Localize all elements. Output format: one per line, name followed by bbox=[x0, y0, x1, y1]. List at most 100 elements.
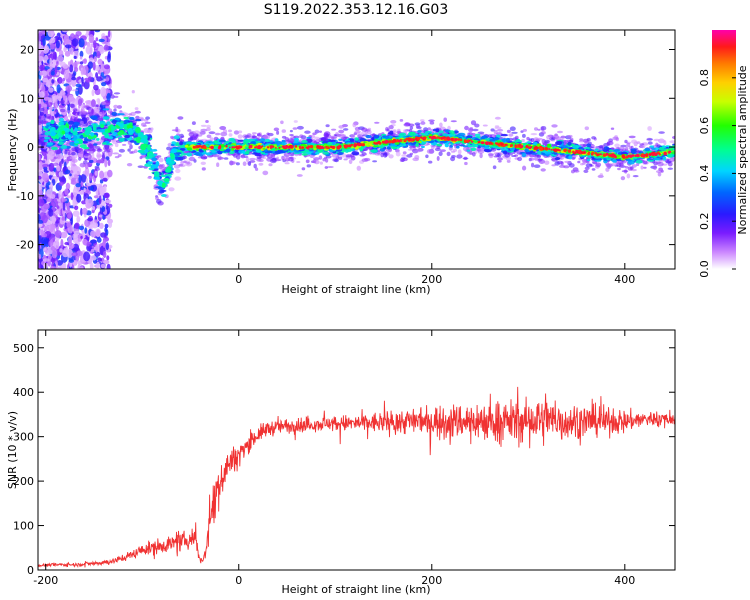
spectral-blob bbox=[68, 113, 72, 118]
spectral-blob bbox=[106, 263, 111, 269]
spectral-halo bbox=[134, 110, 141, 114]
spectral-band bbox=[160, 174, 167, 178]
spectral-blob bbox=[92, 40, 97, 49]
spectral-halo bbox=[534, 127, 538, 131]
spectral-blob bbox=[86, 198, 94, 208]
spectral-blob bbox=[100, 86, 107, 97]
spectral-halo bbox=[105, 148, 111, 151]
spectral-halo bbox=[619, 146, 625, 151]
spectral-blob bbox=[41, 30, 46, 35]
spectral-band bbox=[90, 115, 98, 120]
spectral-halo bbox=[117, 154, 122, 157]
spectral-halo bbox=[395, 151, 401, 157]
spectral-blob bbox=[39, 111, 44, 116]
spectral-blob bbox=[61, 192, 64, 202]
spectral-halo bbox=[557, 130, 563, 134]
spectral-halo bbox=[197, 156, 202, 159]
spectral-band bbox=[583, 146, 591, 150]
spectral-halo bbox=[131, 150, 135, 154]
spectral-band bbox=[351, 151, 360, 156]
spectral-halo bbox=[52, 153, 59, 157]
spectral-halo bbox=[540, 168, 546, 172]
spectral-halo bbox=[493, 155, 499, 158]
spectral-blob bbox=[91, 89, 95, 97]
spectral-halo bbox=[193, 133, 199, 137]
spectral-blob bbox=[38, 110, 41, 117]
spectral-blob bbox=[101, 206, 106, 212]
spectral-halo bbox=[647, 141, 653, 145]
spectral-halo bbox=[610, 127, 615, 130]
spectral-halo bbox=[560, 135, 566, 139]
spectral-halo bbox=[100, 101, 106, 105]
spectral-blob bbox=[48, 156, 53, 160]
spectral-band bbox=[102, 108, 110, 111]
spectral-blob bbox=[69, 173, 72, 177]
spectral-halo bbox=[464, 161, 468, 166]
spectral-blob bbox=[50, 266, 55, 269]
spectral-blob bbox=[42, 172, 49, 182]
spectral-halo bbox=[631, 164, 637, 168]
spectral-band bbox=[117, 113, 125, 116]
spectral-halo bbox=[235, 162, 240, 166]
spectral-halo bbox=[322, 158, 326, 162]
spectral-halo bbox=[240, 154, 245, 159]
spectral-halo bbox=[416, 148, 421, 153]
spectral-halo bbox=[542, 142, 546, 146]
spectral-band bbox=[93, 143, 98, 146]
spectral-halo bbox=[409, 152, 414, 156]
spectral-band bbox=[338, 138, 343, 141]
spectral-band bbox=[652, 157, 660, 161]
spectral-blob bbox=[93, 56, 97, 63]
spectral-halo bbox=[538, 159, 545, 165]
spectral-halo bbox=[439, 122, 443, 128]
spectral-blob bbox=[55, 240, 60, 250]
spectral-halo bbox=[113, 92, 121, 95]
spectral-blob bbox=[38, 198, 45, 207]
spectral-blob bbox=[80, 173, 87, 183]
spectral-halo bbox=[319, 161, 323, 165]
spectral-blob bbox=[64, 44, 72, 49]
spectral-blob bbox=[40, 229, 45, 236]
spectral-halo bbox=[72, 163, 76, 167]
spectral-halo bbox=[258, 162, 264, 166]
spectral-halo bbox=[290, 154, 295, 157]
spectral-blob bbox=[67, 86, 70, 97]
spectral-halo bbox=[655, 161, 662, 165]
spectral-band bbox=[417, 130, 422, 133]
spectral-halo bbox=[404, 122, 411, 126]
spectral-halo bbox=[292, 127, 298, 130]
spectral-halo bbox=[248, 135, 253, 139]
spectral-band bbox=[43, 139, 49, 143]
spectral-blob bbox=[73, 169, 78, 175]
spectral-blob bbox=[71, 38, 79, 47]
spectral-band bbox=[194, 152, 203, 156]
spectral-band bbox=[572, 144, 580, 149]
spectral-halo bbox=[325, 158, 329, 163]
spectral-halo bbox=[268, 163, 273, 167]
spectral-halo bbox=[520, 130, 524, 133]
spectral-blob bbox=[106, 255, 110, 261]
spectral-halo bbox=[667, 167, 673, 170]
spectral-halo bbox=[428, 119, 435, 122]
spectral-blob bbox=[53, 198, 58, 202]
spectral-halo bbox=[253, 163, 257, 169]
spectral-band bbox=[483, 148, 491, 153]
spectral-blob bbox=[55, 99, 59, 109]
spectral-blob bbox=[90, 186, 94, 191]
spectral-blob bbox=[61, 263, 66, 269]
spectral-blob bbox=[64, 39, 72, 44]
spectral-blob bbox=[75, 87, 80, 97]
spectral-halo bbox=[657, 172, 662, 177]
spectral-halo bbox=[560, 161, 564, 166]
spectral-blob bbox=[100, 263, 106, 269]
spectral-halo bbox=[583, 169, 589, 173]
spectral-halo bbox=[335, 132, 339, 136]
spectral-blob bbox=[50, 224, 56, 231]
spectral-halo bbox=[238, 130, 243, 134]
spectral-halo bbox=[71, 151, 76, 156]
spectral-halo bbox=[233, 130, 240, 135]
spectral-halo bbox=[284, 162, 290, 165]
spectral-halo bbox=[276, 156, 280, 162]
spectral-band bbox=[269, 140, 274, 143]
